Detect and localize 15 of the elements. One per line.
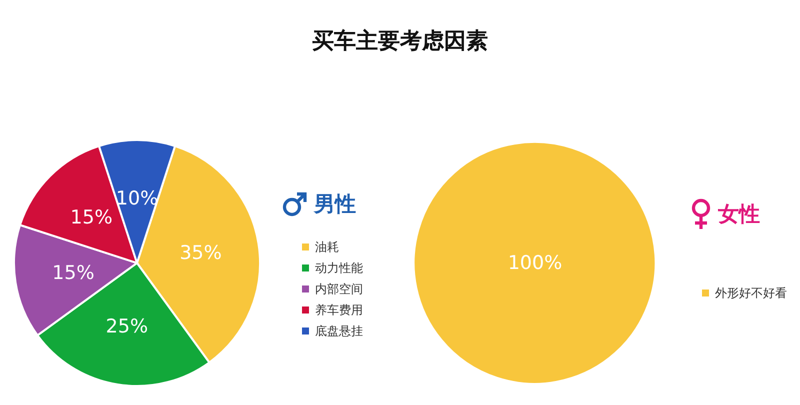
data-label: 15% [52,262,94,284]
data-label: 100% [508,252,562,274]
legend-label: 养车费用 [315,303,363,317]
legend-label: 油耗 [315,240,339,254]
data-label: 35% [180,242,222,264]
chart-title: 买车主要考虑因素 [311,28,489,56]
legend-label: 内部空间 [315,282,363,296]
data-label: 25% [106,316,148,338]
data-label: 10% [116,188,158,210]
legend-title: 女性 [718,201,760,228]
legend-label: 底盘悬挂 [315,324,363,338]
legend-label: 动力性能 [315,261,363,275]
legend-label: 外形好不好看 [715,286,787,300]
legend-title: 男性 [314,191,356,218]
data-label: 15% [70,206,113,228]
